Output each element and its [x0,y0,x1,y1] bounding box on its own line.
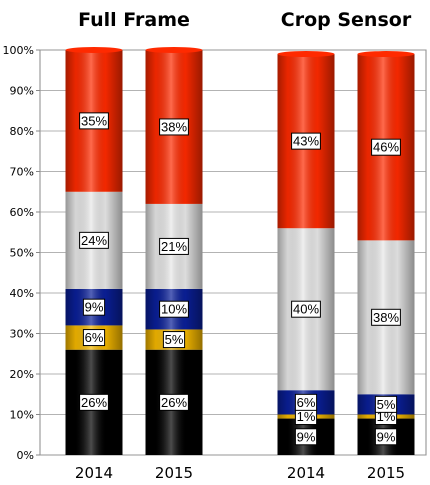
y-tick-label: 90% [10,85,34,98]
data-label-text: 40% [293,302,319,317]
data-label-text: 5% [377,397,396,412]
x-tick-label: 2014 [75,464,113,482]
data-labels: 26%6%9%24%35%26%5%10%21%38%9%1%6%40%43%9… [79,112,401,446]
data-label-text: 5% [165,332,184,347]
data-label-text: 21% [161,239,187,254]
data-label-text: 43% [293,134,319,149]
data-label-text: 35% [81,113,107,128]
data-label-box [162,331,186,349]
data-label-box [159,300,189,318]
data-label-text: 10% [161,302,187,317]
data-label: 40% [291,300,321,318]
y-tick-label: 70% [10,166,34,179]
data-label-box [159,237,189,255]
data-label: 26% [79,393,109,411]
y-tick-label: 80% [10,125,34,138]
data-label-text: 38% [373,310,399,325]
y-tick-label: 20% [10,368,34,381]
data-label-text: 9% [85,300,104,315]
data-label: 46% [371,138,401,156]
group-title: Full Frame [78,9,190,31]
x-axis-ticks: 2014 2015 2014 2015 [75,464,405,482]
group-titles: Full Frame Crop Sensor [78,9,412,31]
group-title: Crop Sensor [281,9,412,31]
data-label-box [371,138,401,156]
data-label-box [159,393,189,411]
data-label-box [374,428,398,446]
y-tick-label: 60% [10,206,34,219]
data-label-text: 9% [297,429,316,444]
y-tick-label: 10% [10,409,34,422]
data-label-box [79,393,109,411]
bars [65,47,415,455]
data-label: 10% [159,300,189,318]
data-label: 1% [294,408,318,426]
y-tick-label: 30% [10,328,34,341]
y-axis-ticks: 0% 10% 20% 30% 40% 50% 60% 70% 80% 90% 100% [3,44,40,462]
data-label-box [294,428,318,446]
data-label: 38% [371,308,401,326]
data-label: 9% [82,298,106,316]
data-label: 43% [291,132,321,150]
bar-cap [357,51,415,58]
data-label: 5% [162,331,186,349]
data-label-box [374,395,398,413]
data-label: 24% [79,231,109,249]
data-label-box [371,308,401,326]
data-label-box [79,112,109,130]
data-label-text: 26% [81,395,107,410]
data-label: 21% [159,237,189,255]
data-label: 6% [294,393,318,411]
y-tick-label: 50% [10,247,34,260]
data-label: 5% [374,395,398,413]
data-label-box [82,329,106,347]
data-label-box [294,393,318,411]
data-label: 26% [159,393,189,411]
data-label-text: 1% [297,409,316,424]
bar-cap [277,51,335,58]
data-label-box [291,300,321,318]
x-tick-label: 2014 [287,464,325,482]
data-label-text: 26% [161,395,187,410]
data-label: 38% [159,118,189,136]
y-tick-label: 100% [3,44,34,57]
data-label: 6% [82,329,106,347]
x-tick-label: 2015 [155,464,193,482]
data-label: 9% [294,428,318,446]
data-label-text: 6% [85,330,104,345]
bar-cap [145,47,203,53]
data-label: 9% [374,428,398,446]
data-label-box [291,132,321,150]
data-label: 35% [79,112,109,130]
bar-cap [65,47,123,53]
data-label-box [79,231,109,249]
x-tick-label: 2015 [367,464,405,482]
data-label-text: 6% [297,395,316,410]
y-tick-label: 40% [10,287,34,300]
data-label-box [159,118,189,136]
y-tick-label: 0% [17,449,34,462]
data-label-text: 24% [81,233,107,248]
data-label-text: 46% [373,140,399,155]
data-label-text: 9% [377,429,396,444]
data-label-box [82,298,106,316]
data-label-text: 38% [161,119,187,134]
